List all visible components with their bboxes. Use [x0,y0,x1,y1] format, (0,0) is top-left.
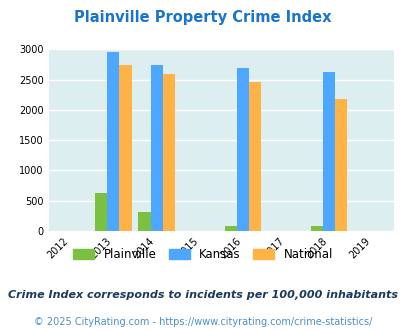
Bar [107,52,119,231]
Legend: Plainville, Kansas, National: Plainville, Kansas, National [68,244,337,266]
Bar [224,226,236,231]
Bar [162,74,174,231]
Bar [335,99,346,231]
Text: © 2025 CityRating.com - https://www.cityrating.com/crime-statistics/: © 2025 CityRating.com - https://www.city… [34,317,371,327]
Text: Crime Index corresponds to incidents per 100,000 inhabitants: Crime Index corresponds to incidents per… [8,290,397,300]
Bar [236,68,248,231]
Bar [322,73,335,231]
Bar [310,226,322,231]
Text: Plainville Property Crime Index: Plainville Property Crime Index [74,10,331,25]
Bar [138,212,150,231]
Bar [119,65,131,231]
Bar [95,193,107,231]
Bar [150,65,162,231]
Bar [248,82,260,231]
